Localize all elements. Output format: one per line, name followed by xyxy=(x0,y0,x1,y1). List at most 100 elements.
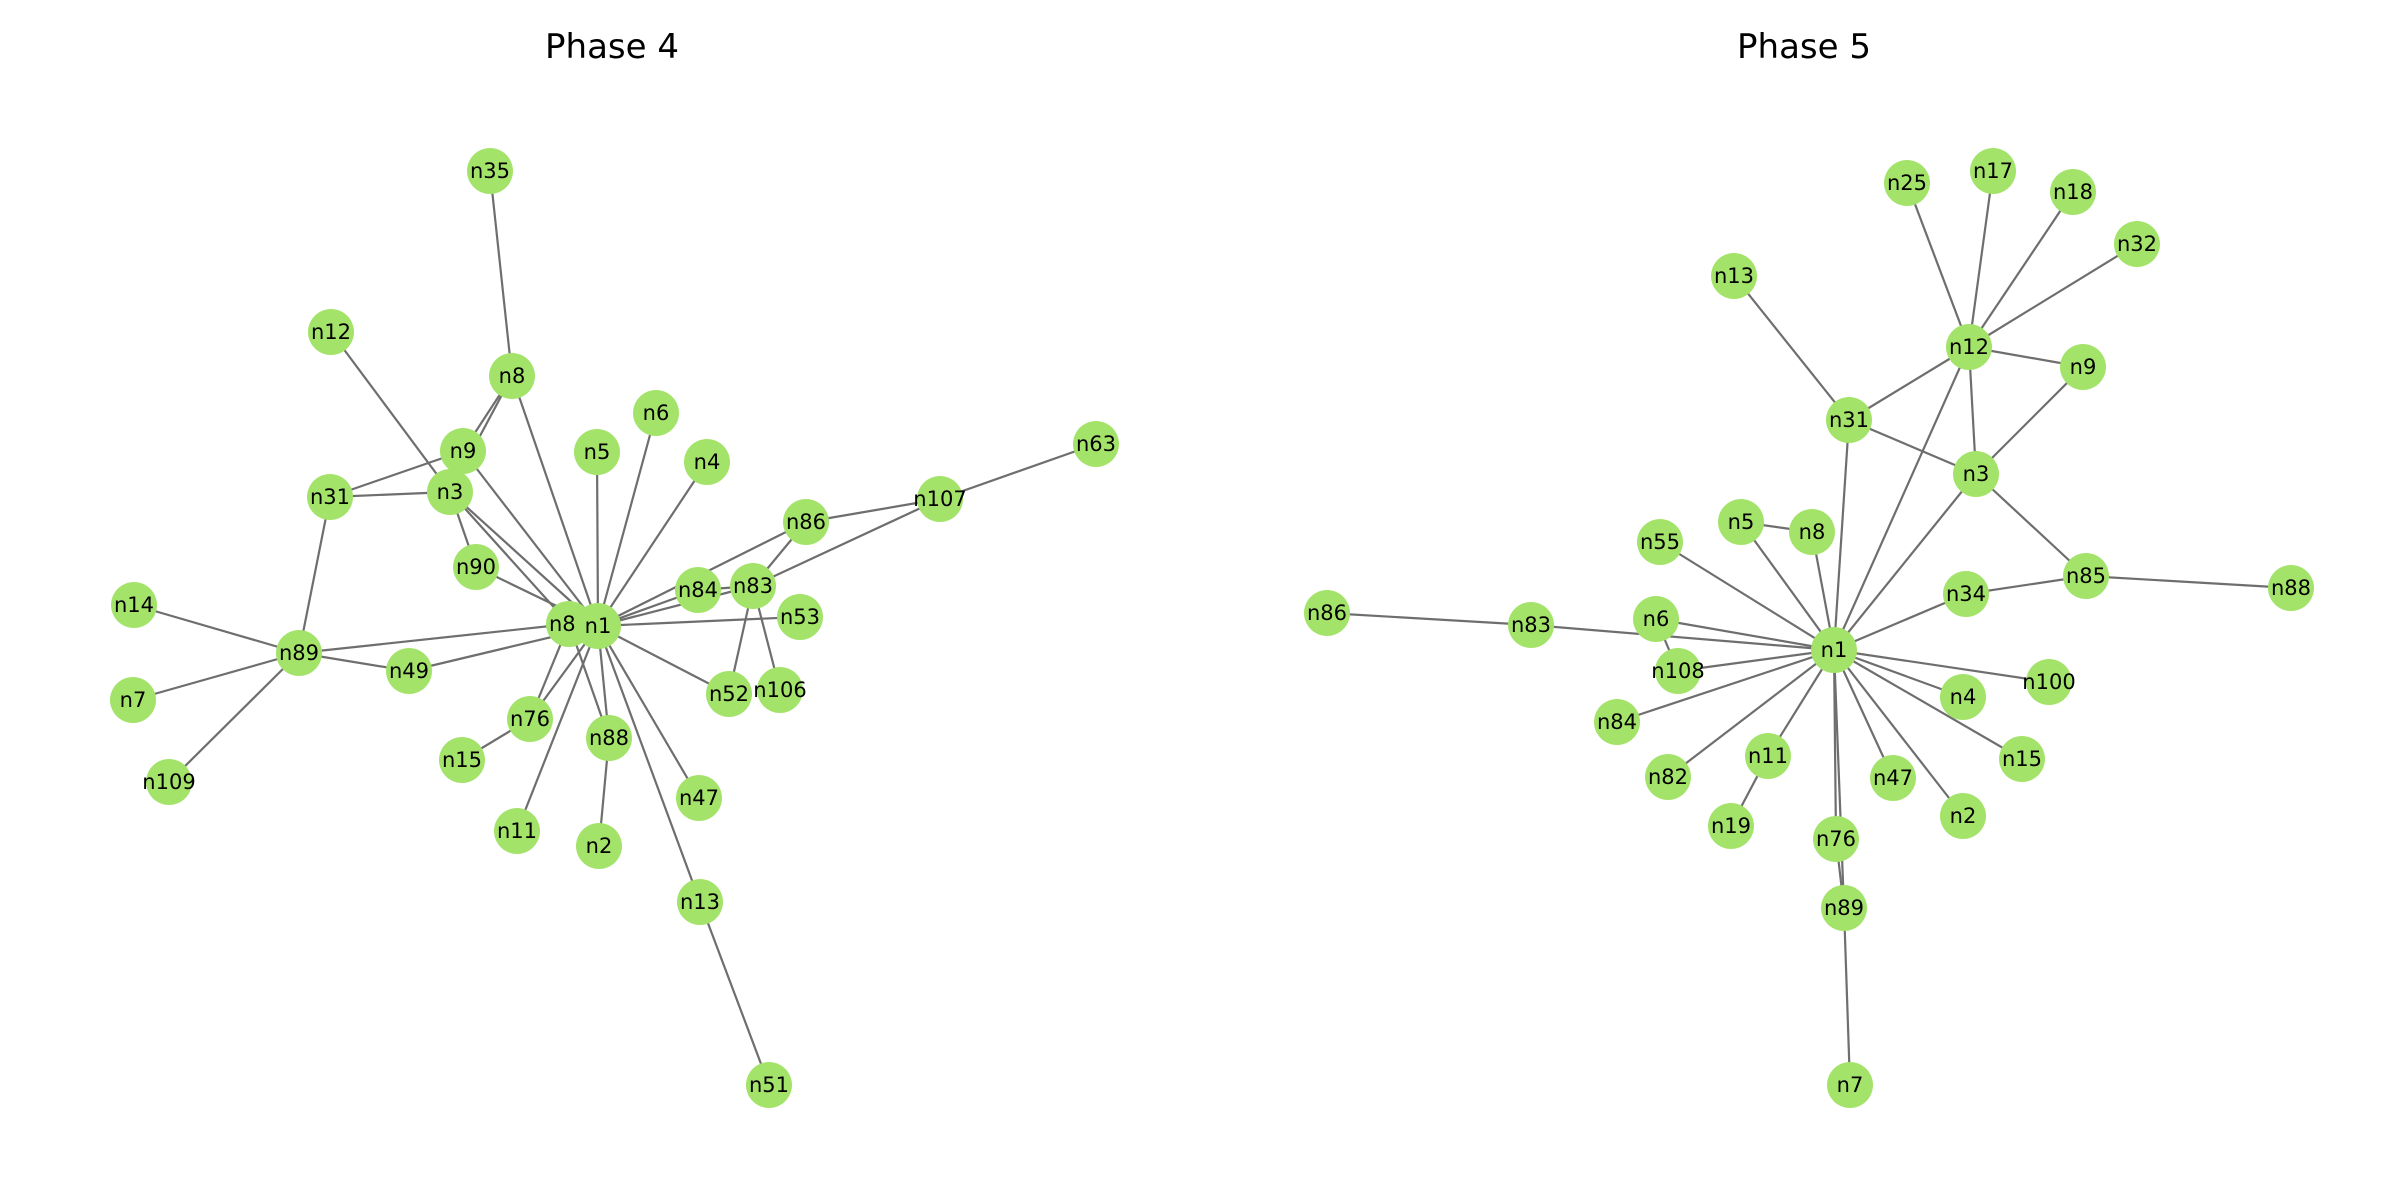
node-label: n88 xyxy=(2271,576,2311,600)
edge-n18-n12 xyxy=(1968,191,2074,348)
node-n15: n15 xyxy=(1999,736,2045,782)
node-n107: n107 xyxy=(913,476,967,522)
node-label: n6 xyxy=(1643,607,1670,631)
node-n25: n25 xyxy=(1884,160,1930,206)
node-n4: n4 xyxy=(684,439,730,485)
node-circle xyxy=(1999,736,2045,782)
node-circle xyxy=(110,677,156,723)
node-n86: n86 xyxy=(1304,590,1350,636)
node-circle xyxy=(467,148,513,194)
node-label: n53 xyxy=(780,605,820,629)
node-n82: n82 xyxy=(1645,754,1691,800)
node-circle xyxy=(308,309,354,355)
node-n13: n13 xyxy=(1711,253,1757,299)
node-label: n86 xyxy=(786,510,826,534)
node-label: n83 xyxy=(1511,613,1551,637)
node-n108: n108 xyxy=(1651,648,1705,694)
node-n12: n12 xyxy=(1946,324,1992,370)
node-label: n7 xyxy=(120,688,147,712)
node-label: n88 xyxy=(589,726,629,750)
edge-n85-n88 xyxy=(2085,574,2292,590)
node-label: n4 xyxy=(694,450,721,474)
node-circle xyxy=(1718,499,1764,545)
edge-n1-n47 xyxy=(597,625,700,799)
node-layer: n25 n17 n18 n32 n13 n12 n9 n31 n3 n5 n55 n8 n85 n88 n8… xyxy=(1304,148,2314,1108)
edge-n13-n31 xyxy=(1733,275,1850,421)
node-n11: n11 xyxy=(1745,733,1791,779)
node-n53: n53 xyxy=(777,594,823,640)
node-circle xyxy=(440,428,486,474)
node-n89: n89 xyxy=(1821,885,1867,931)
node-n63: n63 xyxy=(1073,421,1119,467)
node-n83: n83 xyxy=(730,563,776,609)
node-circle xyxy=(633,390,679,436)
edge-n32-n12 xyxy=(1968,243,2138,348)
node-n13: n13 xyxy=(677,879,723,925)
edge-n35-n8 xyxy=(488,170,514,377)
edge-n89-n109 xyxy=(168,652,300,783)
node-label: n89 xyxy=(279,641,319,665)
node-label: n47 xyxy=(679,786,719,810)
node-n106: n106 xyxy=(753,667,807,713)
node-circle xyxy=(1953,451,1999,497)
node-circle xyxy=(1633,596,1679,642)
node-n76: n76 xyxy=(1813,816,1859,862)
node-n4: n4 xyxy=(1940,674,1986,720)
panel-phase-5: Phase 5 n25 n17 n18 n32 n13 n12 n9 n31 n3 n5 n55 n8… xyxy=(1304,27,2314,1108)
node-circle xyxy=(1884,160,1930,206)
node-n55: n55 xyxy=(1637,519,1683,565)
edge-n1-n11 xyxy=(515,625,600,832)
node-n6: n6 xyxy=(633,390,679,436)
node-label: n15 xyxy=(2002,747,2042,771)
node-n14: n14 xyxy=(111,582,157,628)
node-n86: n86 xyxy=(783,499,829,545)
node-circle xyxy=(1827,1062,1873,1108)
node-circle xyxy=(1940,793,1986,839)
node-label: n3 xyxy=(437,480,464,504)
node-label: n12 xyxy=(311,320,351,344)
node-n9: n9 xyxy=(2060,344,2106,390)
node-label: n84 xyxy=(1597,710,1637,734)
edge-n1-n89 xyxy=(1832,649,1846,909)
node-n100: n100 xyxy=(2022,659,2076,705)
node-n19: n19 xyxy=(1708,803,1754,849)
edge-n108-n1 xyxy=(1677,648,1835,673)
node-n88: n88 xyxy=(2268,565,2314,611)
edge-n1-n84 xyxy=(1616,648,1835,724)
node-circle xyxy=(1813,816,1859,862)
node-label: n18 xyxy=(2053,180,2093,204)
node-label: n34 xyxy=(1946,582,1986,606)
node-label: n31 xyxy=(310,485,350,509)
node-circle xyxy=(1826,397,1872,443)
edge-n89-n85 xyxy=(298,622,570,655)
node-circle xyxy=(427,469,473,515)
node-label: n11 xyxy=(497,819,537,843)
node-label: n8 xyxy=(499,364,526,388)
node-n8: n8 xyxy=(489,353,535,399)
node-circle xyxy=(2060,344,2106,390)
node-label: n1 xyxy=(1821,638,1848,662)
node-n32: n32 xyxy=(2114,221,2160,267)
node-n35: n35 xyxy=(467,148,513,194)
edge-n5-n1 xyxy=(595,451,600,627)
edge-n89-n7 xyxy=(132,651,300,702)
node-n1: n1 xyxy=(1811,627,1857,673)
edge-n31-n3 xyxy=(1848,418,1977,476)
node-n84: n84 xyxy=(675,567,721,613)
node-n90: n90 xyxy=(453,544,499,590)
node-label: n100 xyxy=(2022,670,2075,694)
node-circle xyxy=(777,594,823,640)
node-label: n63 xyxy=(1076,432,1116,456)
node-n17: n17 xyxy=(1970,148,2016,194)
node-circle xyxy=(507,696,553,742)
node-label: n32 xyxy=(2117,232,2157,256)
node-circle xyxy=(439,737,485,783)
node-n88: n88 xyxy=(586,715,632,761)
node-label: n9 xyxy=(2070,355,2097,379)
node-n12: n12 xyxy=(308,309,354,355)
node-circle xyxy=(1637,519,1683,565)
node-circle xyxy=(730,563,776,609)
node-circle xyxy=(677,879,723,925)
node-label: n85 xyxy=(2066,564,2106,588)
